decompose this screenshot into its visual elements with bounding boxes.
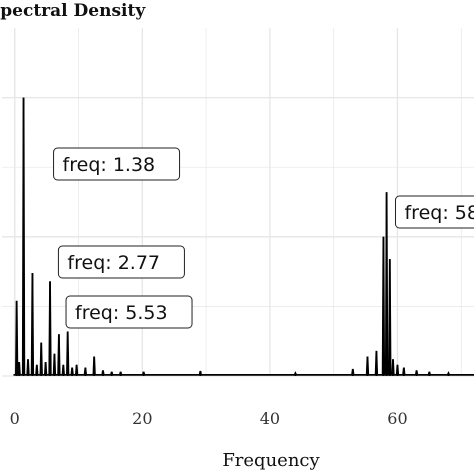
x-tick-labels: 0 20 40 60: [10, 409, 408, 428]
annotation-label: freq: 1.38: [63, 154, 156, 176]
x-tick-label: 20: [132, 409, 152, 428]
x-axis-title: Frequency: [222, 450, 320, 471]
annotation-box: [394, 195, 474, 229]
peak-annotation: freq: 2.77: [57, 245, 185, 279]
x-tick-label: 60: [387, 409, 407, 428]
peak-annotation: freq: 5.53: [65, 295, 193, 329]
annotation-layer: freq: 1.38 freq: 2.77 freq: 5.53 freq: 58.2…: [53, 147, 474, 329]
annotation-box: [53, 147, 181, 181]
annotation-label: freq: 2.77: [67, 252, 160, 274]
peak-annotation: freq: 58.28: [394, 195, 474, 229]
peak-annotation: freq: 1.38: [53, 147, 181, 181]
annotation-label: freq: 5.53: [75, 302, 168, 324]
x-tick-label: 0: [10, 409, 20, 428]
x-tick-label: 40: [260, 409, 280, 428]
chart-title: Spectral Density: [0, 1, 146, 21]
series-line-layer: [13, 97, 474, 376]
annotation-box: [57, 245, 185, 279]
annotation-label: freq: 58.28: [404, 202, 474, 224]
annotation-box: [65, 295, 193, 329]
